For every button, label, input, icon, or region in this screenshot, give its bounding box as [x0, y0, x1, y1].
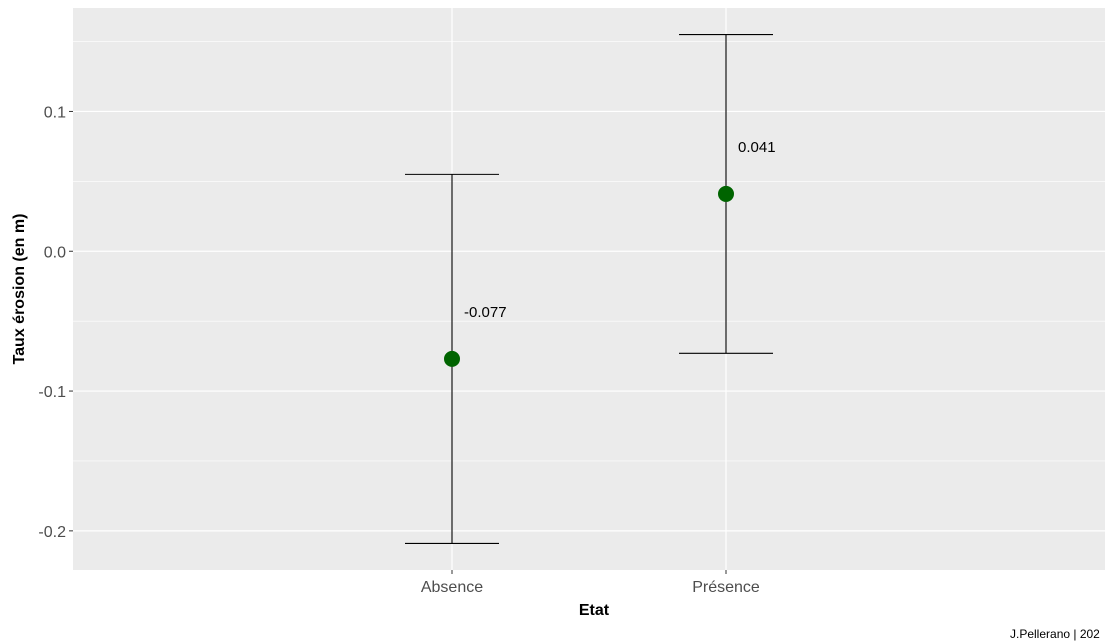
y-tick-label: 0.1 [44, 104, 66, 121]
data-label: -0.077 [464, 304, 507, 321]
plot-panel [73, 8, 1105, 570]
mean-point [444, 350, 460, 367]
y-tick-label: -0.2 [38, 524, 66, 541]
errorbar-group: 0.041 [679, 34, 776, 354]
y-tick-label: -0.1 [38, 384, 66, 401]
y-axis-title: Taux érosion (en m) [11, 214, 28, 365]
x-axis: Absence Présence [421, 570, 760, 596]
marks-layer: -0.077 0.041 [405, 34, 776, 544]
x-tick-label: Présence [692, 579, 760, 596]
x-axis-title: Etat [579, 602, 610, 619]
y-tick-label: 0.0 [44, 244, 66, 261]
caption: J.Pellerano | 202 [1010, 627, 1100, 641]
y-axis: 0.1 0.0 -0.1 -0.2 [38, 104, 73, 541]
errorbar-group: -0.077 [405, 173, 507, 544]
x-tick-label: Absence [421, 579, 483, 596]
data-label: 0.041 [738, 139, 776, 156]
mean-point [718, 185, 734, 202]
